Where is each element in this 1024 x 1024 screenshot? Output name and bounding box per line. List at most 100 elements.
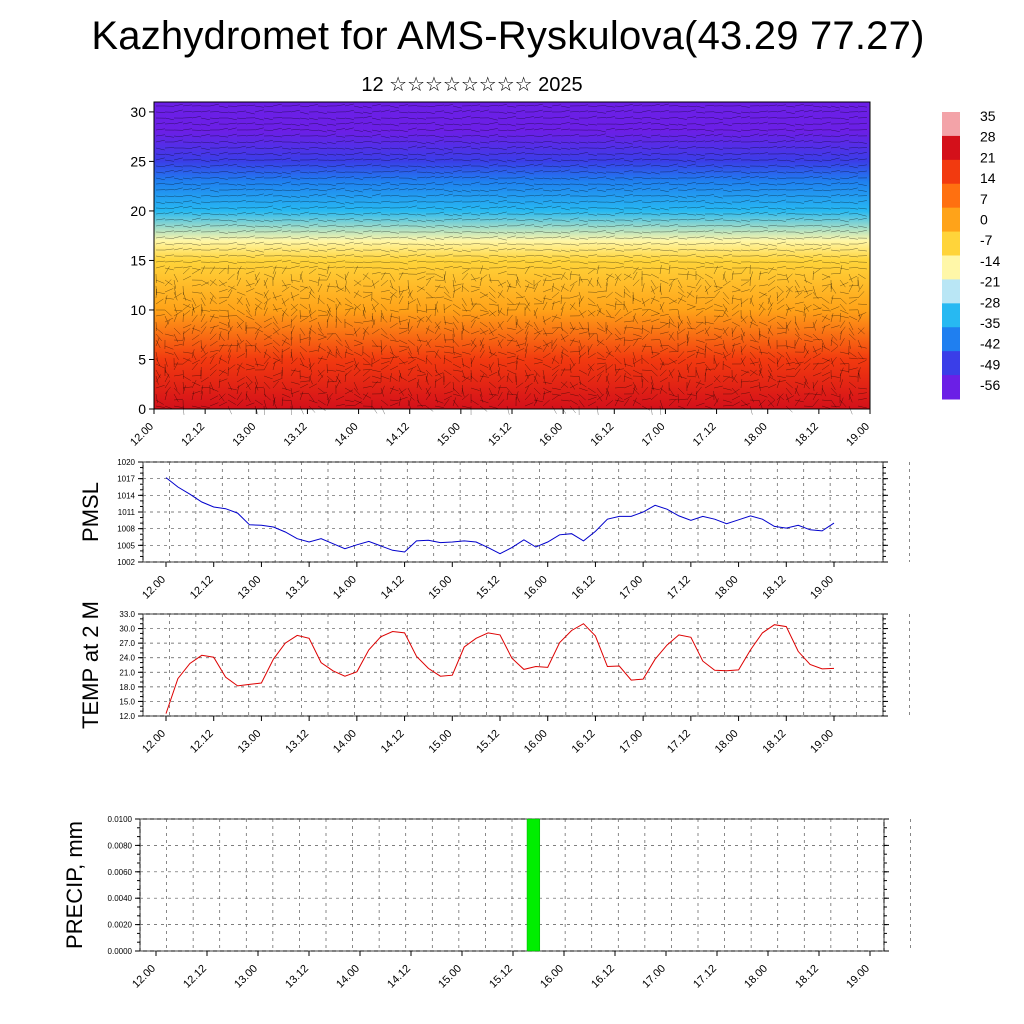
chart-subtitle: 12 ☆☆☆☆☆☆☆☆ 2025 — [361, 74, 583, 96]
temp-x-tick-label: 15.00 — [426, 728, 454, 756]
precip-x-tick-label: 19.00 — [844, 963, 872, 991]
cs-x-tick-label: 16.00 — [537, 421, 565, 449]
cs-y-tick-label: 25 — [130, 153, 146, 169]
pmsl-x-tick-label: 16.12 — [570, 574, 598, 602]
colorbar-label: -21 — [980, 274, 1000, 290]
pmsl-x-tick-label: 15.00 — [426, 574, 454, 602]
chart-title: Kazhydromet for AMS-Ryskulova(43.29 77.2… — [91, 14, 925, 58]
temp-x-tick-label: 17.00 — [617, 728, 645, 756]
precip-x-tick-label: 12.00 — [130, 963, 158, 991]
cs-x-tick-label: 16.12 — [588, 421, 616, 449]
precip-y-tick-label: 0.0020 — [108, 921, 133, 930]
wind-barbs — [155, 103, 868, 416]
cs-x-tick-label: 17.12 — [691, 421, 719, 449]
pmsl-y-tick-label: 1005 — [117, 541, 135, 550]
pmsl-x-tick-label: 14.12 — [379, 574, 407, 602]
colorbar-segment — [942, 183, 960, 209]
precip-x-tick-label: 17.12 — [691, 963, 719, 991]
precip-x-tick-label: 17.00 — [640, 963, 668, 991]
colorbar-segment — [942, 327, 960, 352]
temp-x-tick-label: 18.00 — [713, 728, 741, 756]
colorbar-label: -28 — [980, 294, 1000, 310]
temp-series-line — [165, 623, 835, 714]
precip-x-tick-label: 18.00 — [742, 963, 770, 991]
precip-x-tick-label: 16.12 — [589, 963, 617, 991]
temp-y-tick-label: 18.0 — [119, 683, 135, 692]
temp-x-tick-label: 15.12 — [474, 728, 502, 756]
temp-x-tick-label: 14.00 — [331, 728, 359, 756]
colorbar-segment — [942, 375, 960, 400]
cs-x-tick-label: 13.12 — [282, 421, 310, 449]
cs-x-tick-label: 12.12 — [179, 421, 207, 449]
colorbar-segment — [942, 159, 960, 185]
colorbar-label: 35 — [980, 108, 996, 124]
pmsl-x-tick-label: 16.00 — [522, 574, 550, 602]
pmsl-series-line — [165, 477, 835, 555]
cs-y-tick-label: 10 — [130, 302, 146, 318]
precip-x-tick-label: 12.12 — [181, 963, 209, 991]
cs-x-tick-label: 18.00 — [742, 421, 770, 449]
temp-x-tick-label: 16.00 — [522, 728, 550, 756]
precip-x-tick-label: 14.12 — [385, 963, 413, 991]
colorbar-label: 7 — [980, 191, 988, 207]
temp-x-tick-label: 14.12 — [379, 728, 407, 756]
cs-x-tick-label: 14.00 — [333, 421, 361, 449]
precip-y-tick-label: 0.0100 — [108, 815, 133, 824]
cs-x-tick-label: 12.00 — [128, 421, 156, 449]
cs-y-tick-label: 20 — [130, 203, 146, 219]
colorbar-segment — [942, 231, 960, 256]
pmsl-grid — [142, 461, 910, 563]
pmsl-x-tick-label: 13.00 — [236, 574, 264, 602]
pmsl-x-tick-label: 12.00 — [140, 574, 168, 602]
pmsl-x-tick-label: 13.12 — [283, 574, 311, 602]
cs-x-tick-label: 13.00 — [230, 421, 258, 449]
temp-y-tick-label: 21.0 — [119, 668, 135, 677]
pmsl-y-tick-label: 1014 — [117, 491, 135, 500]
colorbar-label: -42 — [980, 336, 1000, 352]
precip-x-tick-label: 15.12 — [487, 963, 515, 991]
cs-x-tick-label: 17.00 — [640, 421, 668, 449]
pmsl-x-tick-label: 14.00 — [331, 574, 359, 602]
colorbar-label: -14 — [980, 253, 1000, 269]
pmsl-x-tick-label: 12.12 — [188, 574, 216, 602]
pmsl-y-tick-label: 1002 — [117, 558, 135, 567]
precip-x-tick-label: 16.00 — [538, 963, 566, 991]
precip-x-tick-label: 18.12 — [793, 963, 821, 991]
temp-y-tick-label: 27.0 — [119, 639, 135, 648]
cs-y-tick-label: 15 — [130, 252, 146, 268]
temp-x-tick-label: 13.12 — [283, 728, 311, 756]
colorbar-segment — [942, 255, 960, 280]
temp-y-tick-label: 12.0 — [119, 712, 135, 721]
colorbar-label: -7 — [980, 232, 993, 248]
precip-x-tick-label: 15.00 — [436, 963, 464, 991]
temp-grid — [142, 613, 910, 717]
precip-x-tick-label: 14.00 — [334, 963, 362, 991]
cs-x-tick-label: 15.12 — [486, 421, 514, 449]
colorbar-label: 14 — [980, 170, 996, 186]
colorbar-segment — [942, 351, 960, 376]
temp-y-tick-label: 24.0 — [119, 654, 135, 663]
colorbar-label: -49 — [980, 356, 1000, 372]
temp-x-tick-label: 13.00 — [236, 728, 264, 756]
colorbar-label: 21 — [980, 149, 996, 165]
precip-y-tick-label: 0.0000 — [108, 947, 133, 956]
cs-y-tick-label: 0 — [138, 401, 146, 417]
colorbar-segment — [942, 303, 960, 328]
cs-x-tick-label: 14.12 — [384, 421, 412, 449]
colorbar-segment — [942, 279, 960, 304]
temp-x-tick-label: 12.00 — [140, 728, 168, 756]
temp-x-tick-label: 12.12 — [188, 728, 216, 756]
pmsl-x-tick-label: 18.12 — [760, 574, 788, 602]
pmsl-x-tick-label: 17.12 — [665, 574, 693, 602]
temp-x-tick-label: 19.00 — [808, 728, 836, 756]
cs-y-tick-label: 30 — [130, 104, 146, 120]
temp-x-tick-label: 17.12 — [665, 728, 693, 756]
precip-y-label: PRECIP, mm — [62, 821, 87, 949]
colorbar-label: 28 — [980, 129, 996, 145]
cs-x-tick-label: 19.00 — [844, 421, 872, 449]
precip-y-tick-label: 0.0040 — [108, 894, 133, 903]
precip-y-tick-label: 0.0060 — [108, 868, 133, 877]
precip-x-tick-label: 13.00 — [232, 963, 260, 991]
pmsl-x-tick-label: 17.00 — [617, 574, 645, 602]
cs-x-tick-label: 18.12 — [793, 421, 821, 449]
